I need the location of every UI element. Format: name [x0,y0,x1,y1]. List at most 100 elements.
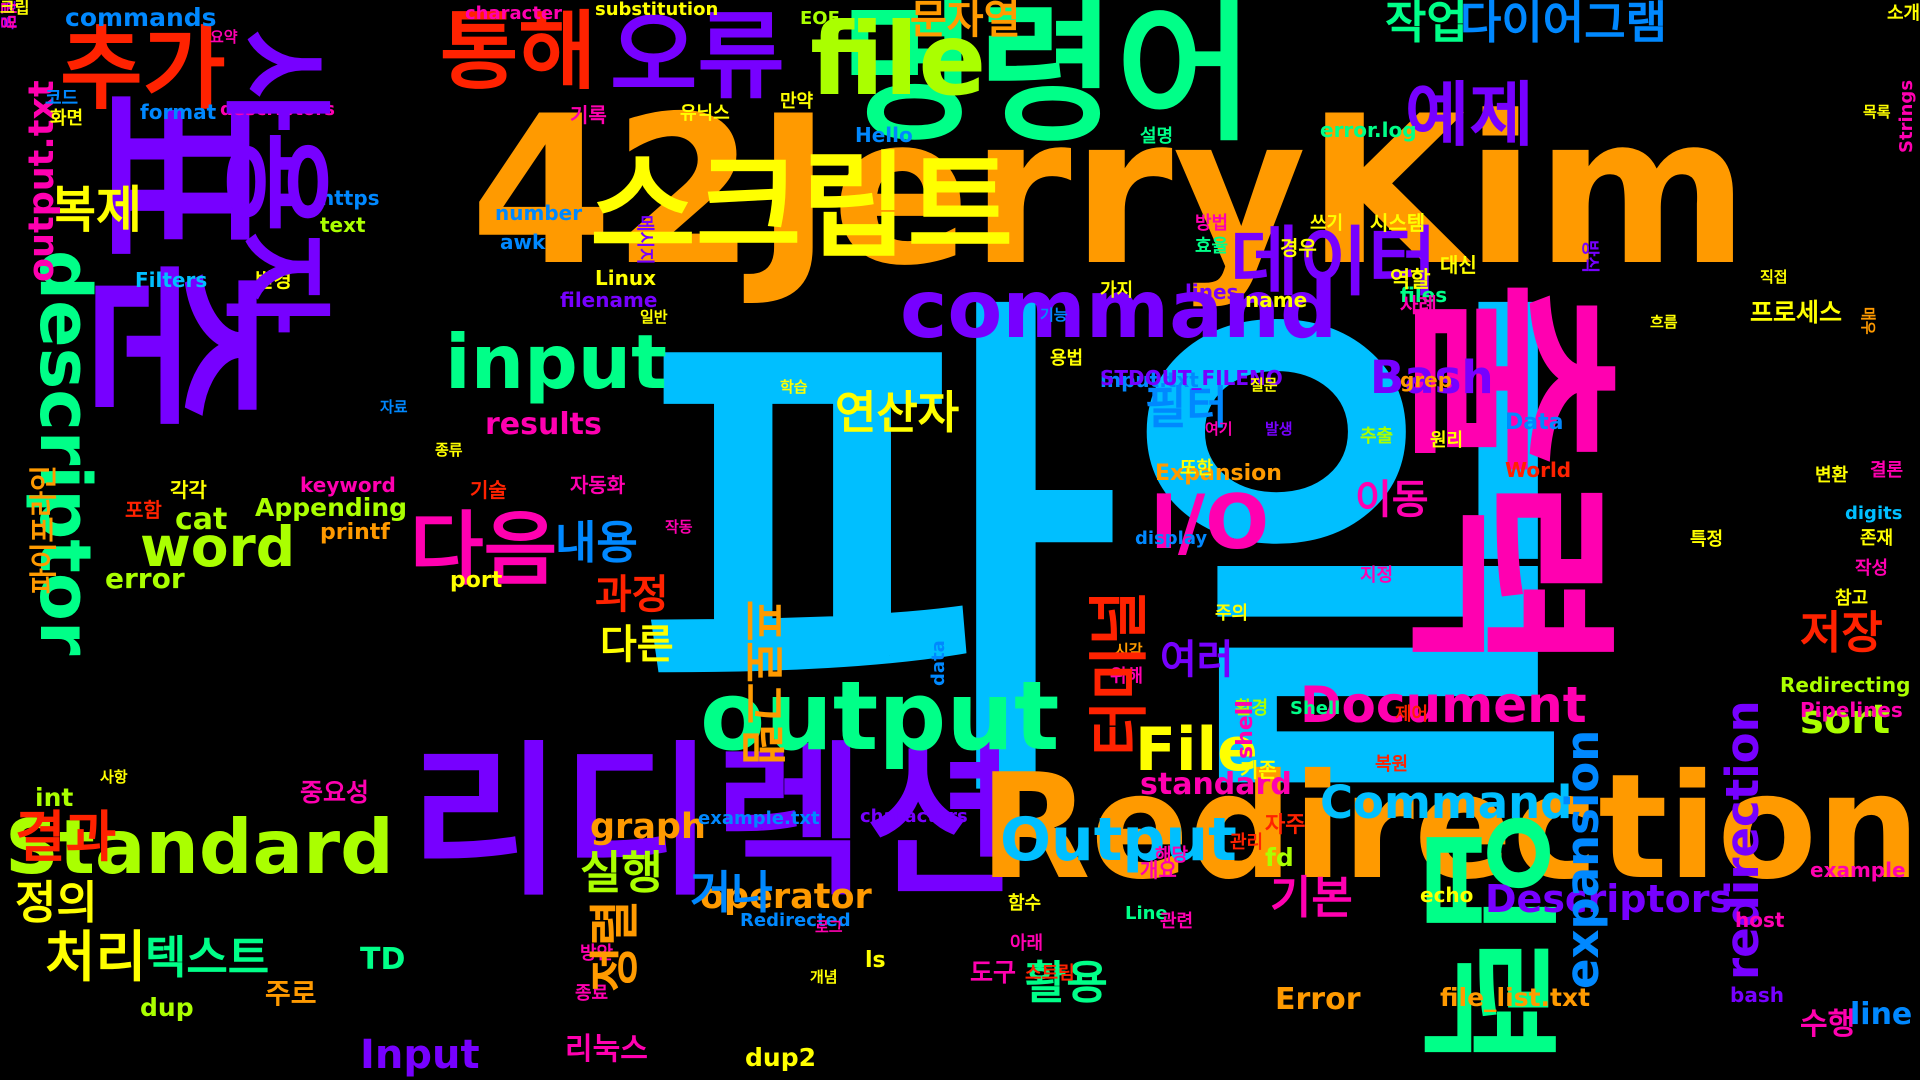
cloud-word-korean: 활용 [1025,956,1108,1009]
cloud-word-world: World [1505,458,1572,482]
cloud-word-korean: 터미널 [1085,590,1155,756]
cloud-word-korean: 포함 [125,498,162,522]
cloud-word-korean: 참고 [1835,588,1869,609]
cloud-word-korean: 요약 [210,28,238,46]
cloud-word-word: word [140,515,296,579]
cloud-word-hello: Hello [855,123,913,147]
cloud-word-eof: EOF [800,8,840,29]
cloud-word-display: display [1135,528,1208,549]
cloud-word-korean: 가지 [1100,280,1134,301]
cloud-word-korean: 연산자 [835,386,960,439]
cloud-word-korean: 각각 [170,478,207,502]
cloud-word-results: results [485,407,602,442]
cloud-word-descriptor: descriptor [24,250,106,656]
cloud-word-korean: 학습 [780,378,808,396]
cloud-word-korean: 아래 [1010,933,1044,954]
cloud-word-host: host [1735,908,1785,932]
cloud-word-pipelines: Pipelines [1800,698,1903,722]
cloud-word-korean: 거나 [690,866,773,919]
cloud-word-korean: 대신 [1440,253,1477,277]
cloud-word-format: format [140,100,217,124]
cloud-word-name: name [1245,288,1308,312]
cloud-word-linux: Linux [595,266,656,290]
cloud-word-korean: 자주 [1265,813,1306,838]
cloud-word-number: number [495,201,583,225]
cloud-word-example: example [1810,858,1906,882]
cloud-word-example-txt: example.txt [698,808,820,829]
cloud-word-redirection: redirection [1716,700,1769,980]
cloud-word-korean: 다이어그램 [1460,0,1668,49]
cloud-word-redirecting: Redirecting [1780,673,1911,697]
cloud-word-korean: 효율 [1195,236,1229,257]
cloud-word-korean: 여러 [1160,637,1234,683]
cloud-word-filename: filename [560,288,658,312]
cloud-word-error: error [105,562,185,595]
cloud-word-korean: 기존 [1240,758,1277,782]
cloud-word-korean: 종료 [575,983,609,1004]
cloud-word-grep: grep [1400,368,1453,392]
cloud-word-printf: printf [320,520,390,545]
cloud-word-korean: 파이프라인 [27,465,60,594]
cloud-word-file: file [810,1,987,118]
cloud-word-input-txt: input.txt [1100,368,1199,392]
cloud-word-expansion: Expansion [1155,461,1282,486]
cloud-word-shell: Shell [1290,698,1341,719]
cloud-word-korean: 함수 [1008,893,1042,914]
cloud-word-korean: 작업 [1385,0,1468,49]
cloud-word-korean: 로그 [815,918,843,936]
cloud-word-ls: ls [865,948,886,973]
cloud-word-operator: operator [700,877,872,917]
cloud-word-line: Line [1125,903,1168,924]
cloud-word-korean: 여기 [1205,420,1233,438]
cloud-word-i-o: I/O [1150,478,1270,566]
cloud-word-korean: 처리 [45,925,147,989]
cloud-word-korean: 크립 [0,0,30,17]
cloud-word-port: port [450,568,503,593]
cloud-word-korean: 통해 [440,3,597,102]
cloud-word-redirected: Redirected [740,910,851,931]
cloud-word-korean: 문자열 [910,0,1021,43]
cloud-word-appending: Appending [255,493,408,522]
cloud-word-data: data [928,640,949,686]
cloud-word-stdout-fileno: STDOUT_FILENO [1100,366,1283,390]
cloud-word-korean: 다음 [410,503,558,596]
cloud-word-td: TD [360,942,406,977]
cloud-word-korean: 텍스트 [145,931,270,984]
cloud-word-korean: 위해 [1110,666,1144,687]
cloud-word-korean: 오류 [610,2,785,112]
cloud-word-korean: 일반 [640,308,668,326]
cloud-word-document: Document [1300,676,1587,734]
cloud-word-korean: 쓰기 [1310,213,1344,234]
cloud-word-korean: 사례 [1400,293,1437,317]
cloud-word-descriptors: descriptors [220,99,335,120]
cloud-word-line: line [1850,997,1913,1032]
cloud-word-korean: 자료 [380,398,408,416]
cloud-word-int: int [35,783,74,812]
cloud-word-korean: 개요 [1140,858,1177,882]
cloud-word-korean: 방식 [1579,240,1600,274]
cloud-word-korean: 필터 [1145,381,1228,434]
cloud-word-korean: 입력 [1404,810,1567,1068]
cloud-word-korean: 소개 [1887,3,1920,24]
cloud-word-korean: 매우 [1859,307,1877,335]
cloud-word-korean: 결과 [15,805,117,869]
cloud-word-character: character [465,3,563,24]
cloud-word-korean: 지정 [1360,565,1394,586]
cloud-word-korean: 주로 [265,977,317,1010]
cloud-word-korean: 기술 [470,478,507,502]
cloud-word-file: File [1135,715,1258,785]
cloud-word-korean: 원리 [1430,430,1464,451]
cloud-word-korean: 복원 [1375,754,1409,775]
cloud-word-korean: 프로그램 [736,600,789,766]
cloud-word-korean: 복제 [50,181,142,239]
cloud-word-korean: 질문 [1250,376,1278,394]
cloud-word-data: Data [1505,410,1564,435]
cloud-word-korean: 존재 [1860,528,1894,549]
cloud-word-korean: 중요성 [300,778,370,807]
cloud-word-korean: 과정 [595,572,669,618]
cloud-word-korean: 해당 [1155,845,1189,866]
cloud-word-korean: 제어 [1395,704,1429,725]
cloud-word-korean: 시각 [1115,641,1143,659]
cloud-word-file-list-txt: file_list.txt [1440,983,1591,1012]
